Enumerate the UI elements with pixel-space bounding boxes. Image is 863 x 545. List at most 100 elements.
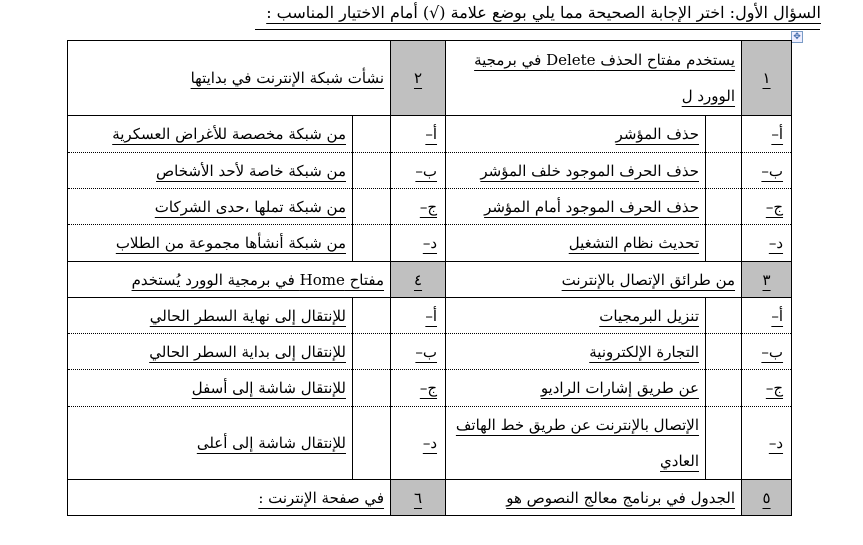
option-text-cell: من شبكة أنشأها مجموعة من الطلاب bbox=[67, 224, 353, 262]
option-text-cell: من شبكة تملها ،حدى الشركات bbox=[67, 188, 353, 225]
option-letter: ج– bbox=[419, 197, 438, 216]
question-number: ٤ bbox=[413, 270, 423, 289]
question-number-cell: ٦ bbox=[390, 479, 447, 516]
option-text: من شبكة مخصصة للأغراض العسكرية bbox=[112, 125, 346, 143]
option-letter-cell: د– bbox=[741, 224, 793, 262]
option-letter-cell: ج– bbox=[741, 369, 793, 407]
option-letter: ب– bbox=[415, 342, 438, 361]
question-number-cell: ٢ bbox=[390, 40, 447, 116]
answer-mark-cell[interactable] bbox=[705, 297, 743, 334]
answer-mark-cell[interactable] bbox=[351, 115, 392, 153]
option-text-cell: من شبكة خاصة لأحد الأشخاص bbox=[67, 152, 353, 189]
answer-mark-cell[interactable] bbox=[351, 188, 392, 225]
answer-mark-cell[interactable] bbox=[705, 333, 743, 370]
answer-mark-cell[interactable] bbox=[351, 406, 392, 480]
question-number-cell: ١ bbox=[741, 40, 793, 116]
option-text-cell: التجارة الإلكترونية bbox=[445, 333, 707, 370]
option-letter: أ– bbox=[425, 306, 438, 325]
question-text-cell: في صفحة الإنترنت : bbox=[66, 479, 392, 516]
option-letter: ب– bbox=[761, 342, 784, 361]
option-letter: ج– bbox=[419, 379, 438, 397]
option-letter: ج– bbox=[765, 379, 784, 397]
option-text: تحديث نظام التشغيل bbox=[568, 234, 700, 252]
option-row: للإنتقال شاشة إلى أعلى د– الإتصال بالإنت… bbox=[67, 406, 793, 480]
option-letter-cell: د– bbox=[741, 406, 793, 480]
option-text: للإنتقال شاشة إلى أعلى bbox=[196, 434, 346, 452]
option-letter-cell: أ– bbox=[390, 297, 447, 334]
option-letter: ب– bbox=[761, 161, 784, 180]
option-letter-cell: د– bbox=[390, 406, 447, 480]
option-text: للإنتقال إلى بداية السطر الحالي bbox=[149, 342, 346, 361]
option-text: للإنتقال شاشة إلى أسفل bbox=[191, 379, 346, 397]
question-number: ٥ bbox=[762, 488, 771, 507]
option-letter-cell: ب– bbox=[741, 333, 793, 370]
question-text: مفتاح Home في برمجية الوورد يُستخدم bbox=[131, 270, 385, 289]
option-row: للإنتقال إلى نهاية السطر الحالي أ– تنزيل… bbox=[67, 297, 793, 334]
question-number: ١ bbox=[762, 69, 771, 87]
move-handle-icon[interactable]: ✥ bbox=[791, 31, 803, 43]
option-text-cell: من شبكة مخصصة للأغراض العسكرية bbox=[67, 115, 353, 153]
option-row: من شبكة أنشأها مجموعة من الطلاب د– تحديث… bbox=[67, 224, 793, 262]
answer-mark-cell[interactable] bbox=[351, 297, 392, 334]
question-text: في صفحة الإنترنت : bbox=[258, 488, 385, 507]
option-text: الإتصال بالإنترنت عن طريق خط الهاتف العا… bbox=[455, 416, 700, 470]
title-divider bbox=[255, 29, 820, 30]
option-row: من شبكة مخصصة للأغراض العسكرية أ– حذف ال… bbox=[67, 115, 793, 153]
option-letter: ب– bbox=[415, 161, 438, 180]
option-letter-cell: أ– bbox=[741, 115, 793, 153]
option-letter: د– bbox=[422, 234, 438, 252]
option-letter-cell: ج– bbox=[390, 188, 447, 225]
option-text-cell: للإنتقال إلى نهاية السطر الحالي bbox=[67, 297, 353, 334]
question-number-cell: ٤ bbox=[390, 261, 447, 298]
option-letter-cell: أ– bbox=[741, 297, 793, 334]
option-text-cell: تنزيل البرمجيات bbox=[445, 297, 707, 334]
option-text-cell: حذف المؤشر bbox=[445, 115, 707, 153]
question-row: مفتاح Home في برمجية الوورد يُستخدم ٤ من… bbox=[66, 261, 793, 298]
question-number: ٣ bbox=[762, 270, 771, 289]
option-text-cell: تحديث نظام التشغيل bbox=[445, 224, 707, 262]
option-text-cell: للإنتقال شاشة إلى أسفل bbox=[67, 369, 353, 407]
option-letter-cell: ب– bbox=[390, 333, 447, 370]
question-text: من طرائق الإتصال بالإنترنت bbox=[561, 270, 736, 289]
question-row: في صفحة الإنترنت : ٦ الجدول في برنامج مع… bbox=[66, 479, 793, 516]
option-letter-cell: د– bbox=[390, 224, 447, 262]
question-text-cell: يستخدم مفتاح الحذف Delete في برمجية الوو… bbox=[445, 40, 743, 116]
answer-mark-cell[interactable] bbox=[351, 224, 392, 262]
answer-mark-cell[interactable] bbox=[705, 224, 743, 262]
option-letter: أ– bbox=[425, 125, 438, 143]
option-text-cell: حذف الحرف الموجود خلف المؤشر bbox=[445, 152, 707, 189]
option-text-cell: للإنتقال إلى بداية السطر الحالي bbox=[67, 333, 353, 370]
option-letter-cell: ب– bbox=[390, 152, 447, 189]
option-text: تنزيل البرمجيات bbox=[599, 306, 700, 325]
option-letter-cell: أ– bbox=[390, 115, 447, 153]
option-letter: د– bbox=[422, 434, 438, 452]
option-text: للإنتقال إلى نهاية السطر الحالي bbox=[149, 306, 346, 325]
answer-mark-cell[interactable] bbox=[705, 188, 743, 225]
option-letter: أ– bbox=[771, 306, 784, 325]
answer-mark-cell[interactable] bbox=[351, 369, 392, 407]
question-number-cell: ٣ bbox=[741, 261, 793, 298]
question-text: الجدول في برنامج معالج النصوص هو bbox=[506, 488, 736, 507]
answer-mark-cell[interactable] bbox=[705, 406, 743, 480]
option-text: حذف المؤشر bbox=[615, 125, 700, 143]
option-letter: د– bbox=[768, 434, 784, 452]
option-text: حذف الحرف الموجود أمام المؤشر bbox=[484, 197, 700, 216]
answer-mark-cell[interactable] bbox=[351, 333, 392, 370]
answer-mark-cell[interactable] bbox=[351, 152, 392, 189]
option-letter-cell: ب– bbox=[741, 152, 793, 189]
question-text: نشأت شبكة الإنترنت في بدايتها bbox=[190, 69, 385, 87]
option-letter: د– bbox=[768, 234, 784, 252]
answer-mark-cell[interactable] bbox=[705, 152, 743, 189]
option-text: من شبكة تملها ،حدى الشركات bbox=[154, 197, 346, 216]
option-text: من شبكة أنشأها مجموعة من الطلاب bbox=[115, 234, 346, 252]
option-text: حذف الحرف الموجود خلف المؤشر bbox=[480, 161, 700, 180]
option-row: للإنتقال إلى بداية السطر الحالي ب– التجا… bbox=[67, 333, 793, 370]
question-number: ٢ bbox=[413, 69, 423, 87]
option-text-cell: عن طريق إشارات الراديو bbox=[445, 369, 707, 407]
option-letter-cell: ج– bbox=[741, 188, 793, 225]
answer-mark-cell[interactable] bbox=[705, 369, 743, 407]
question-number-cell: ٥ bbox=[741, 479, 793, 516]
answer-mark-cell[interactable] bbox=[705, 115, 743, 153]
question-row: نشأت شبكة الإنترنت في بدايتها ٢ يستخدم م… bbox=[66, 40, 793, 116]
option-text-cell: للإنتقال شاشة إلى أعلى bbox=[67, 406, 353, 480]
